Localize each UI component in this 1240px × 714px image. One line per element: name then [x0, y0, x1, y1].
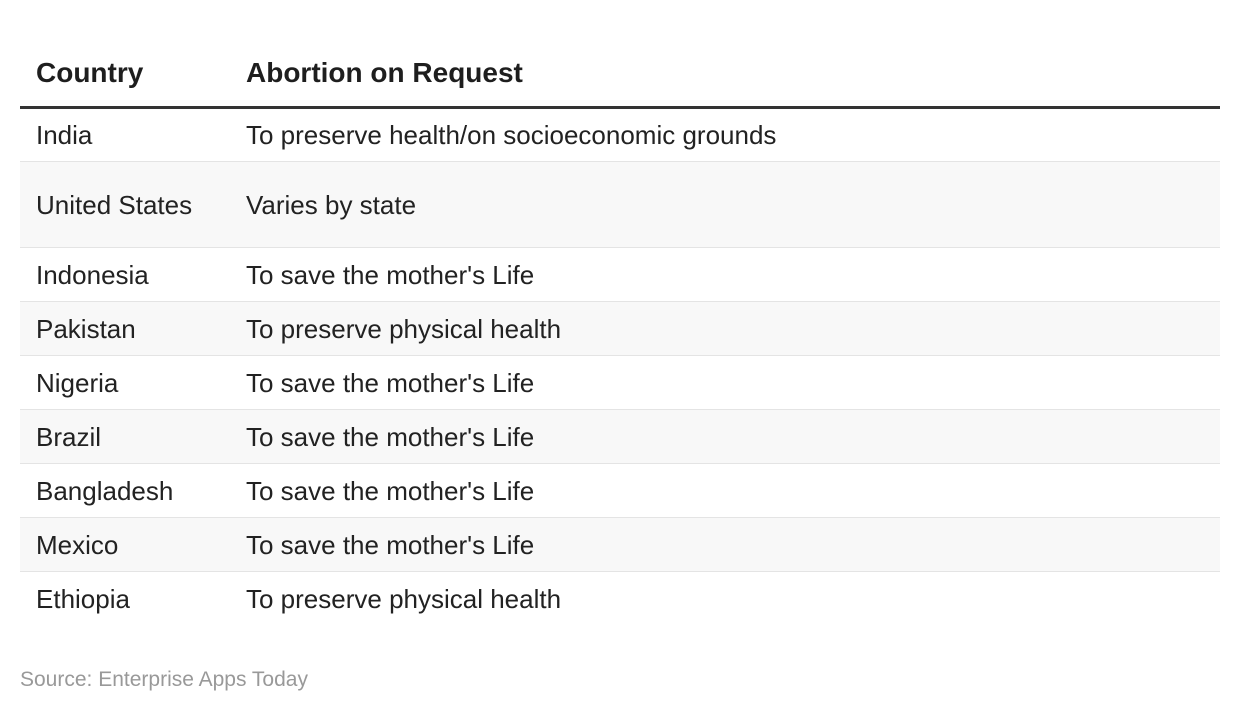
table-row: Mexico To save the mother's Life — [20, 517, 1220, 572]
cell-country: United States — [20, 161, 230, 248]
cell-abortion-on-request: To save the mother's Life — [230, 463, 1220, 518]
cell-country: Ethiopia — [36, 583, 130, 614]
column-header-abortion-on-request: Abortion on Request — [230, 40, 1220, 109]
cell-country: Bangladesh — [20, 463, 230, 518]
cell-abortion-on-request: To save the mother's Life — [230, 355, 1220, 410]
cell-country: Nigeria — [20, 355, 230, 410]
table-row: India To preserve health/on socioeconomic… — [20, 107, 1220, 162]
column-header-country: Country — [20, 40, 230, 109]
cell-country: India — [20, 107, 230, 162]
cell-country: Mexico — [20, 517, 230, 572]
data-table-container: Country Abortion on Request India To pres… — [20, 40, 1220, 626]
cell-abortion-on-request: To preserve physical health — [230, 301, 1220, 356]
cell-country: Indonesia — [20, 247, 230, 302]
cell-country: Pakistan — [20, 301, 230, 356]
table-body: India To preserve health/on socioeconomic… — [20, 107, 1220, 626]
cell-country: Brazil — [20, 409, 230, 464]
cell-abortion-on-request: To save the mother's Life — [230, 517, 1220, 572]
table-row: Bangladesh To save the mother's Life — [20, 463, 1220, 518]
data-table: Country Abortion on Request India To pres… — [20, 40, 1220, 626]
cell-abortion-on-request: To preserve physical health — [246, 583, 562, 614]
table-row: Pakistan To preserve physical health — [20, 301, 1220, 356]
table-row: Ethiopia To preserve physical health — [20, 572, 1220, 626]
table-row: Brazil To save the mother's Life — [20, 409, 1220, 464]
cell-abortion-on-request: Varies by state — [230, 161, 1220, 248]
cell-abortion-on-request: To preserve health/on socioeconomic grou… — [230, 107, 1220, 162]
table-row: United States Varies by state — [20, 161, 1220, 248]
cell-abortion-on-request: To save the mother's Life — [230, 409, 1220, 464]
table-row: Indonesia To save the mother's Life — [20, 247, 1220, 302]
source-note: Source: Enterprise Apps Today — [20, 668, 308, 691]
cell-abortion-on-request: To save the mother's Life — [230, 247, 1220, 302]
header-row: Country Abortion on Request — [20, 40, 1220, 109]
table-row: Nigeria To save the mother's Life — [20, 355, 1220, 410]
